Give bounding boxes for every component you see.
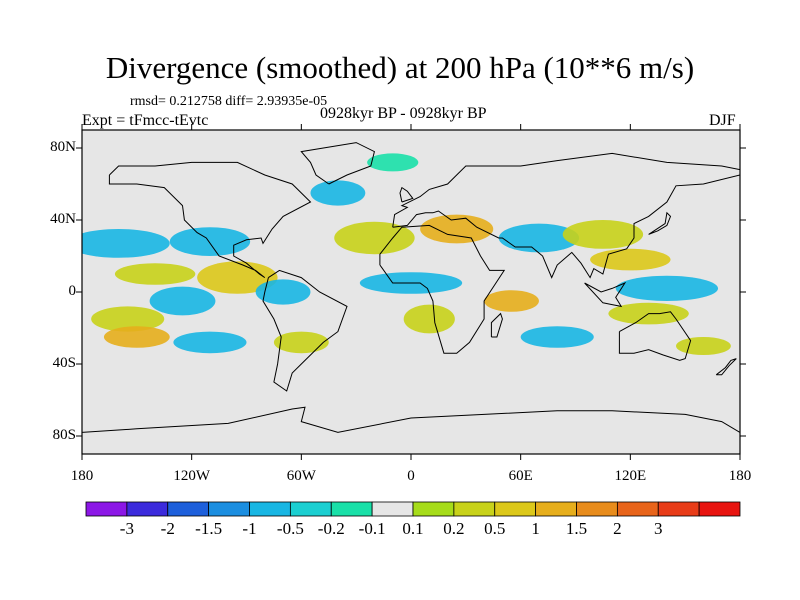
colorbar-swatch [576,501,618,517]
field-blob [615,275,719,301]
lat-tick-label: 40S [52,355,76,371]
field-blob [403,304,455,334]
period-label: 0928kyr BP - 0928kyr BP [320,105,487,122]
colorbar-swatch [494,501,537,517]
field-blob [82,229,170,258]
colorbar-label: 1.5 [565,519,588,538]
colorbar-swatch [616,501,659,517]
field-blob [149,286,216,316]
colorbar-label: -1 [242,519,257,538]
colorbar-label: 0.1 [402,519,424,538]
lat-tick-label: 0 [68,283,77,299]
colorbar-label: 2 [613,519,622,538]
field-blob [103,326,170,348]
colorbar-swatch [85,501,128,517]
colorbar-swatch [167,501,210,517]
coastline-uk [399,186,414,203]
rmsd-diff-stats: rmsd= 0.212758 diff= 2.93935e-05 [130,94,328,109]
field-blob [173,331,247,354]
coastline-japan [648,211,672,235]
lon-tick-label: 0 [407,468,415,484]
field-blob [273,331,329,354]
field-blob [367,153,419,172]
field-blob [197,261,278,294]
colorbar-swatch [698,501,741,517]
field-blob [91,306,165,332]
field-blob [334,221,415,255]
coastline-greenland [300,142,375,185]
colorbar-label: -2 [160,519,175,538]
colorbar-swatch [371,501,414,517]
colorbar-swatch [330,501,373,517]
axis-ticks [76,124,746,460]
colorbar-label: -3 [119,519,134,538]
field-blob [590,248,671,271]
coastline-north-america [108,161,312,279]
coastline-africa-eurasia [379,224,506,354]
colorbar-label: -0.5 [276,519,304,538]
colorbar-swatch [453,501,496,517]
experiment-label: Expt = tFmcc-tEvtc [82,112,209,129]
colorbar-swatch [412,501,455,517]
coastlines [82,142,740,433]
lat-tick-label: 40N [50,211,76,227]
coastline-south-america [262,269,348,392]
colorbar [85,501,741,517]
colorbar-swatch [657,501,700,517]
colorbar-label: -1.5 [195,519,223,538]
coastline-borneo-indonesia [584,281,627,308]
lon-tick-label: 180 [728,468,752,484]
divergence-field [82,153,731,355]
field-blob [498,223,580,253]
lon-tick-label: 120W [173,468,210,484]
colorbar-swatch [249,501,291,517]
field-blob [255,279,311,305]
lon-tick-label: 180 [70,468,94,484]
lon-tick-label: 120E [614,468,647,484]
colorbar-label: 0.2 [443,519,465,538]
field-blob [484,290,539,312]
field-blob [310,180,366,206]
field-blob [520,326,594,348]
colorbar-swatch [289,501,332,517]
lon-tick-label: 60W [286,468,316,484]
coastline-new-zealand [715,358,737,376]
colorbar-swatch [208,501,250,517]
lat-tick-label: 80S [52,427,76,443]
field-blob [169,227,251,256]
colorbar-label: 0.5 [484,519,506,538]
lon-tick-label: 60E [508,468,533,484]
field-blob [114,263,196,285]
colorbar-label: 1 [531,519,540,538]
season-label: DJF [709,112,736,129]
field-blob [420,214,494,244]
colorbar-label: 3 [654,519,663,538]
colorbar-swatch [535,501,577,517]
field-blob [562,220,644,249]
plot-title: Divergence (smoothed) at 200 hPa (10**6 … [105,50,695,85]
coastline-madagascar [490,312,503,338]
field-blob [676,337,731,355]
colorbar-swatch [126,501,169,517]
colorbar-label: -0.2 [317,519,345,538]
lat-tick-label: 80N [50,139,76,155]
coastline-australia [618,311,692,361]
coastline-antarctica [82,406,740,433]
colorbar-label: -0.1 [358,519,386,538]
coastline-europe-asia [392,152,740,279]
